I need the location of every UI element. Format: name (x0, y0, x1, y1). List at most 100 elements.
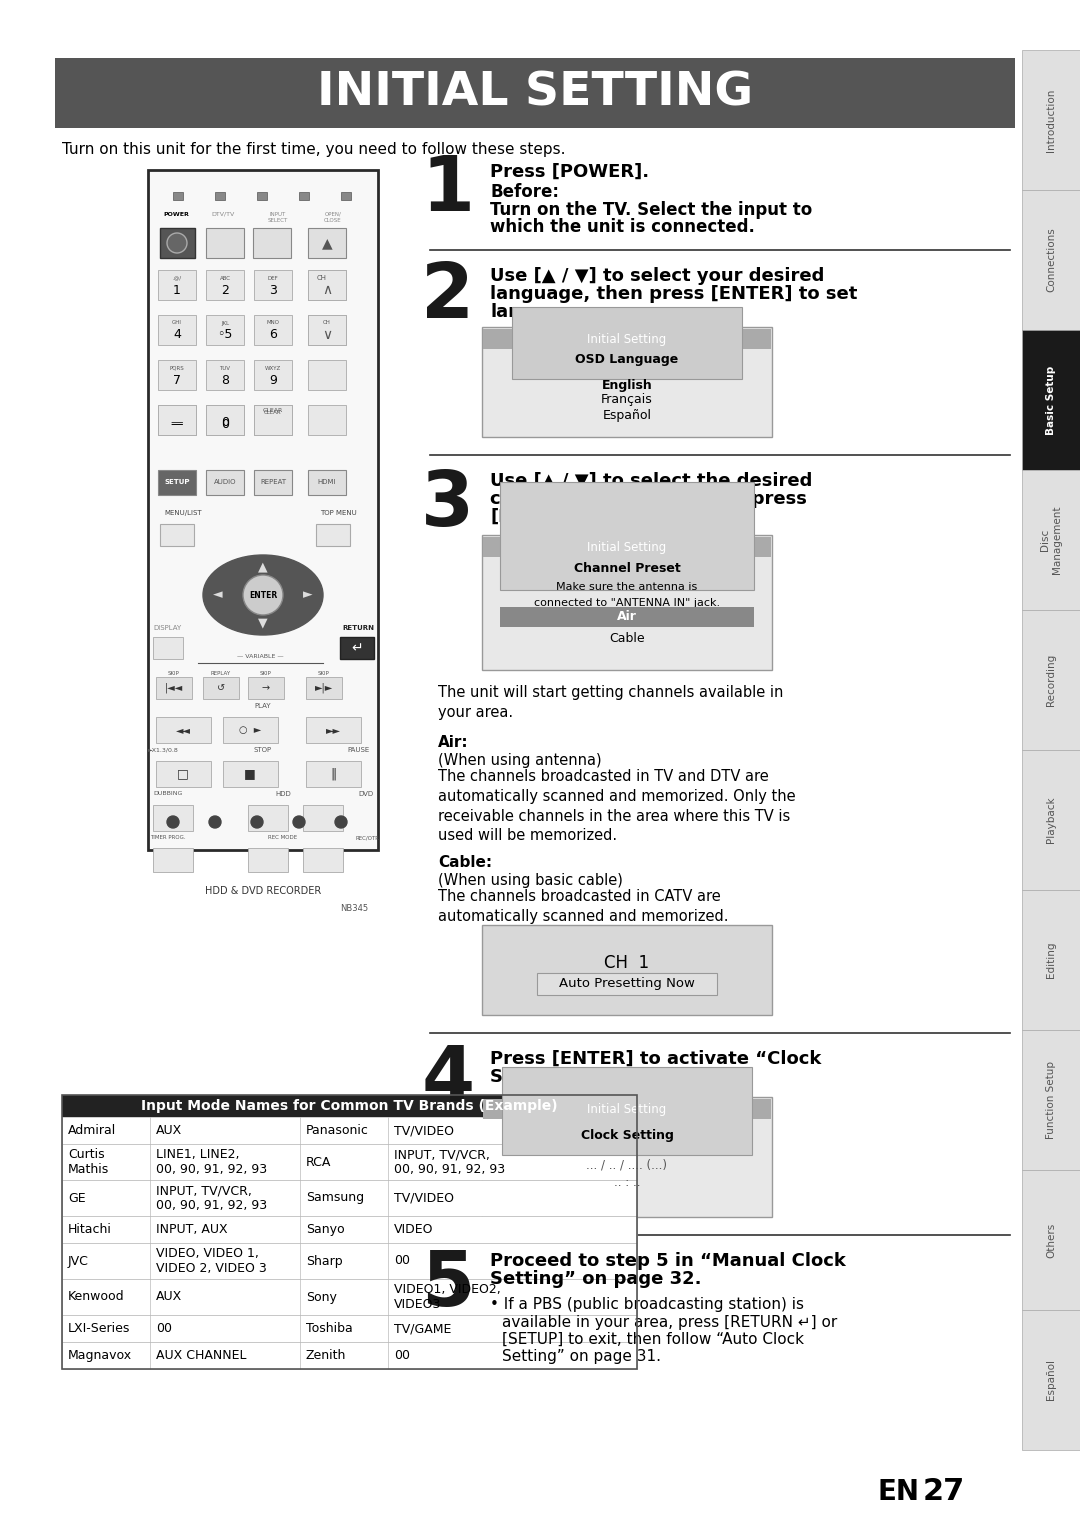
Text: Recording: Recording (1047, 654, 1056, 706)
Text: ►►: ►► (325, 724, 340, 735)
Text: DISPLAY: DISPLAY (153, 625, 183, 631)
Text: Toshiba: Toshiba (306, 1322, 353, 1335)
Bar (512, 307, 742, 379)
Text: AUX: AUX (156, 1125, 183, 1137)
Bar (248, 677, 284, 698)
Text: RCA: RCA (306, 1155, 332, 1169)
Text: AUX CHANNEL: AUX CHANNEL (156, 1349, 246, 1361)
Bar (483, 329, 771, 348)
Text: Sony: Sony (306, 1291, 337, 1303)
Text: INPUT, AUX: INPUT, AUX (156, 1222, 228, 1236)
Bar (248, 848, 288, 872)
Text: Disc
Management: Disc Management (1040, 506, 1062, 575)
Bar (303, 848, 343, 872)
Bar (158, 405, 195, 435)
Text: English: English (602, 379, 652, 391)
Text: Clock Setting: Clock Setting (581, 1129, 674, 1141)
Text: which the unit is connected.: which the unit is connected. (490, 219, 755, 235)
Text: 1: 1 (421, 153, 474, 228)
Bar (1022, 189, 1080, 330)
Text: ▲: ▲ (258, 561, 268, 573)
Text: DUBBING: DUBBING (153, 792, 183, 796)
Bar (1022, 50, 1080, 189)
Text: JVC: JVC (68, 1254, 89, 1268)
Text: ABC: ABC (219, 275, 230, 281)
Bar (483, 1099, 771, 1118)
Bar (148, 170, 378, 850)
Text: Function Setup: Function Setup (1047, 1060, 1056, 1138)
Text: channel preset type then press: channel preset type then press (490, 490, 807, 507)
Text: CLEAR: CLEAR (265, 411, 282, 416)
Bar (308, 270, 346, 299)
Text: HDD: HDD (275, 792, 291, 798)
Text: TUV: TUV (219, 365, 230, 370)
Text: Air:: Air: (438, 735, 469, 750)
Text: • If a PBS (public broadcasting station) is: • If a PBS (public broadcasting station)… (490, 1297, 804, 1313)
Bar (153, 637, 183, 659)
Text: REPLAY: REPLAY (211, 671, 231, 675)
Text: MENU/LIST: MENU/LIST (164, 510, 202, 516)
Text: Introduction: Introduction (1047, 89, 1056, 151)
Bar (62, 1242, 637, 1279)
Text: DEF: DEF (268, 275, 279, 281)
Text: INITIAL SETTING: INITIAL SETTING (316, 70, 753, 116)
Text: Magnavox: Magnavox (68, 1349, 132, 1361)
Bar (203, 677, 239, 698)
Text: TIMER PROG.: TIMER PROG. (150, 834, 186, 840)
Text: LXI-Series: LXI-Series (68, 1322, 131, 1335)
Text: .@/: .@/ (173, 275, 181, 281)
Bar (156, 717, 211, 743)
Bar (482, 1097, 772, 1216)
Bar (1022, 889, 1080, 1030)
Text: CLEAR: CLEAR (262, 408, 283, 414)
Bar (158, 405, 195, 435)
Text: ►: ► (303, 588, 313, 602)
Text: |◄◄: |◄◄ (165, 683, 184, 694)
Circle shape (335, 816, 347, 828)
Text: Use [▲ / ▼] to select your desired: Use [▲ / ▼] to select your desired (490, 267, 824, 286)
Text: CH: CH (323, 321, 330, 325)
Bar (308, 315, 346, 345)
Bar (253, 228, 291, 258)
Text: ‖: ‖ (329, 767, 336, 781)
Bar (254, 270, 292, 299)
Text: Turn on this unit for the first time, you need to follow these steps.: Turn on this unit for the first time, yo… (62, 142, 566, 157)
Bar (308, 315, 346, 345)
Text: RETURN: RETURN (342, 625, 374, 631)
Text: 0: 0 (221, 419, 229, 431)
Text: Hitachi: Hitachi (68, 1222, 112, 1236)
Text: ∨: ∨ (322, 329, 332, 342)
Bar (206, 228, 244, 258)
Text: 3: 3 (269, 284, 276, 296)
Text: □: □ (177, 767, 189, 781)
Text: Español: Español (603, 408, 651, 422)
Text: ▼: ▼ (258, 616, 268, 630)
Bar (254, 471, 292, 495)
Text: Use [▲ / ▼] to select the desired: Use [▲ / ▼] to select the desired (490, 472, 812, 490)
Text: Editing: Editing (1047, 941, 1056, 978)
Text: Français: Français (602, 394, 653, 406)
Text: connected to "ANTENNA IN" jack.: connected to "ANTENNA IN" jack. (534, 597, 720, 608)
Circle shape (243, 575, 283, 614)
Text: EN: EN (878, 1478, 920, 1507)
Text: language, then press [ENTER] to set: language, then press [ENTER] to set (490, 286, 858, 303)
Bar (306, 677, 342, 698)
Text: available in your area, press [RETURN ↵] or: available in your area, press [RETURN ↵]… (502, 1316, 837, 1329)
Text: Auto Presetting Now: Auto Presetting Now (559, 978, 694, 990)
Text: INPUT, TV/VCR,
00, 90, 91, 92, 93: INPUT, TV/VCR, 00, 90, 91, 92, 93 (394, 1148, 505, 1177)
Text: Initial Setting: Initial Setting (588, 1103, 666, 1115)
Text: language.: language. (490, 303, 591, 321)
Bar (502, 1067, 752, 1155)
Text: →: → (262, 683, 270, 694)
Text: Español: Español (1047, 1360, 1056, 1401)
Bar (215, 193, 225, 200)
Bar (62, 1144, 637, 1180)
Text: Make sure the antenna is: Make sure the antenna is (556, 582, 698, 591)
Bar (537, 973, 717, 995)
Text: Channel Preset: Channel Preset (573, 561, 680, 575)
Text: DTV/TV: DTV/TV (212, 212, 234, 217)
Bar (308, 228, 346, 258)
Text: 2: 2 (421, 260, 474, 335)
Text: ►X1.3/0.8: ►X1.3/0.8 (148, 747, 178, 752)
Text: Others: Others (1047, 1222, 1056, 1258)
